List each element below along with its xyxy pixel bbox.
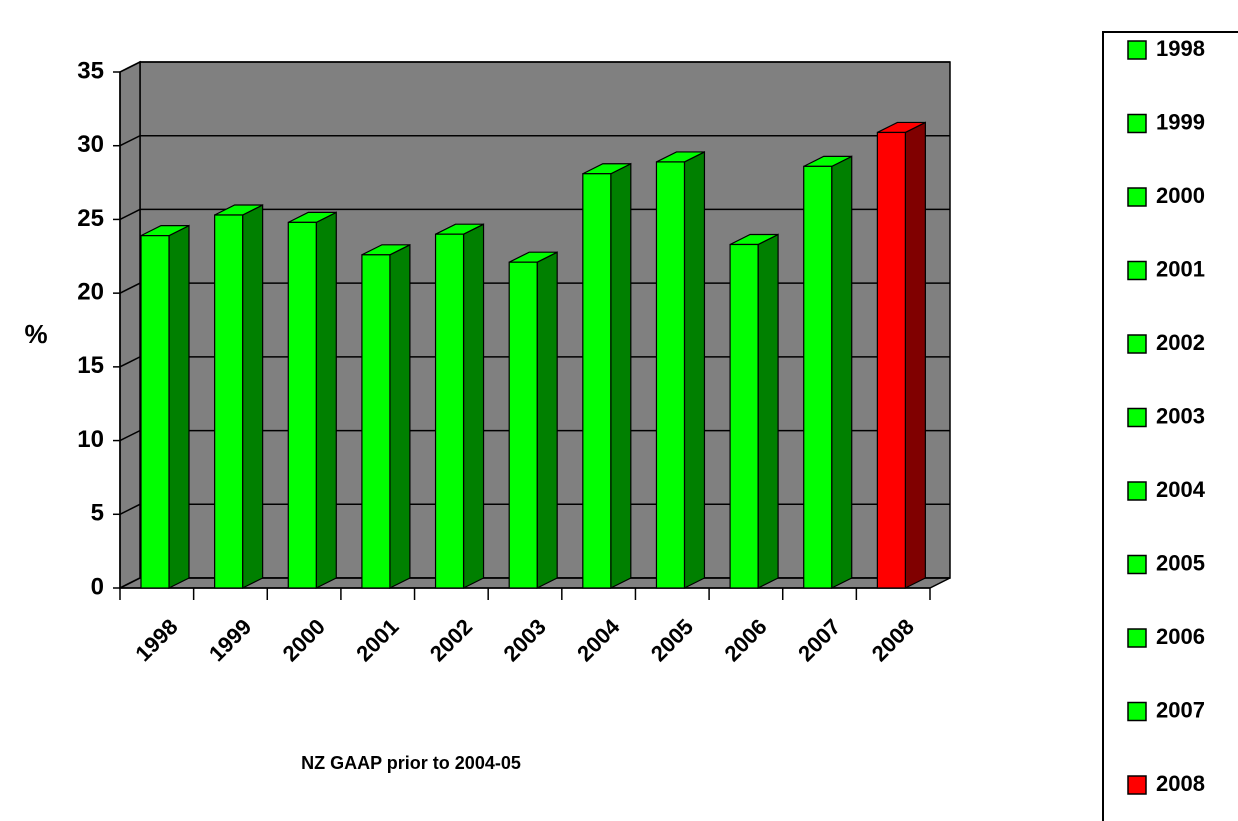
legend-label: 1998 [1156, 36, 1205, 61]
bar-front [876, 131, 906, 589]
x-tick-label: 2004 [572, 613, 625, 666]
bar [508, 251, 558, 589]
legend-label: 2008 [1156, 771, 1205, 796]
bar-front [287, 221, 317, 589]
bar [361, 243, 411, 589]
bar [729, 233, 779, 589]
legend-label: 2006 [1156, 624, 1205, 649]
bar-front [434, 233, 465, 589]
bar [876, 121, 926, 589]
bar-side [242, 204, 264, 589]
bar-side [168, 224, 190, 589]
x-tick-label: 2006 [719, 614, 771, 666]
legend-label: 2002 [1156, 330, 1205, 355]
x-tick-label: 2005 [646, 614, 698, 666]
bar-front [214, 214, 244, 589]
y-axis-label: % [24, 319, 47, 349]
x-tick-label: 1999 [204, 614, 256, 666]
legend-box [1102, 31, 1238, 821]
legend-swatch [1127, 701, 1147, 722]
legend-swatch [1127, 40, 1147, 60]
x-tick-label: 2007 [793, 614, 845, 666]
bar-side [389, 243, 411, 589]
bar-side [315, 211, 337, 589]
legend-swatch [1127, 260, 1147, 281]
bar [214, 204, 264, 589]
legend-swatch [1127, 554, 1147, 575]
bar-front [729, 243, 759, 589]
bar-side [831, 155, 853, 589]
y-tick-label: 0 [91, 573, 104, 600]
legend-label: 2004 [1156, 477, 1206, 502]
bar-front [361, 254, 391, 589]
bar [287, 211, 337, 589]
bar-front [140, 235, 170, 589]
x-tick-label: 1998 [130, 614, 182, 666]
bar [140, 224, 190, 589]
legend-swatch [1127, 187, 1147, 207]
legend-swatch [1127, 628, 1147, 648]
y-tick-label: 10 [77, 426, 104, 453]
grid-line [119, 134, 950, 147]
bar [655, 150, 706, 589]
y-tick-label: 15 [77, 352, 104, 379]
y-tick-label: 5 [91, 500, 104, 527]
legend-swatch [1127, 775, 1147, 795]
x-tick-label: 2008 [867, 614, 919, 666]
y-tick-label: 25 [77, 205, 104, 232]
bar [803, 155, 853, 589]
bar-side [610, 162, 632, 589]
bar-side [462, 223, 485, 589]
bar-side [536, 251, 558, 589]
y-tick-label: 30 [77, 131, 104, 158]
bar-front [582, 173, 612, 589]
x-tick-label: 2000 [278, 614, 330, 666]
bar-side [683, 150, 706, 589]
bar-front [508, 261, 538, 589]
legend-label: 2001 [1156, 256, 1205, 281]
legend-swatch [1127, 113, 1147, 134]
x-tick-label: 2001 [351, 614, 403, 666]
bar-front [655, 161, 686, 589]
legend-swatch [1127, 481, 1147, 501]
legend-label: 2005 [1156, 550, 1205, 575]
legend-swatch [1127, 334, 1147, 354]
legend-swatch [1127, 407, 1147, 428]
legend-label: 2007 [1156, 697, 1205, 722]
y-tick-label: 20 [77, 278, 104, 305]
bar-side [904, 121, 926, 589]
bar [434, 223, 485, 589]
legend-label: 2000 [1156, 183, 1205, 208]
x-axis-label: NZ GAAP prior to 2004-05 [301, 753, 521, 773]
bar-side [757, 233, 779, 589]
bar-front [803, 165, 833, 589]
x-tick-label: 2002 [425, 614, 477, 666]
legend-label: 2003 [1156, 403, 1205, 428]
legend-label: 1999 [1156, 109, 1205, 134]
bar [582, 162, 632, 589]
grid-line [119, 61, 950, 73]
y-tick-label: 35 [77, 57, 104, 84]
x-tick-label: 2003 [499, 614, 551, 666]
